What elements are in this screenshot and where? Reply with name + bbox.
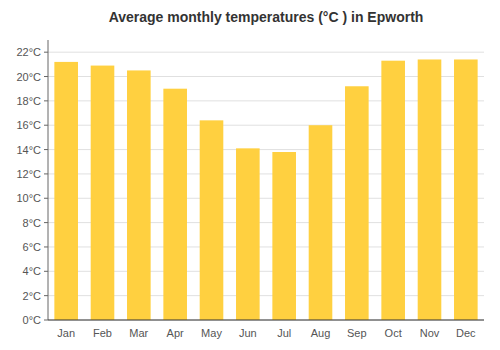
y-tick-label: 14°C [16,144,41,156]
y-tick [44,100,48,101]
chart: Average monthly temperatures (°C ) in Ep… [0,0,500,350]
y-tick-label: 4°C [23,265,42,277]
x-tick-label: Mar [129,327,148,339]
x-tick-label: Jun [239,327,257,339]
x-axis: Jan Feb Mar Apr May Jun Jul Aug Sep Oct Nov Dec [48,320,484,339]
bars [54,59,477,320]
y-tick [44,76,48,77]
y-tick [44,320,48,321]
y-tick [44,52,48,53]
bar [454,59,478,320]
x-tick-label: Sep [347,327,367,339]
x-tick-label: May [201,327,222,339]
y-axis-line [48,40,49,320]
y-tick-label: 20°C [16,71,41,83]
x-axis-line [48,320,484,321]
y-tick-label: 2°C [23,290,42,302]
bar [236,148,260,320]
bar [200,120,224,320]
x-tick-label: Nov [420,327,440,339]
x-tick-label: Feb [93,327,112,339]
bar [272,152,296,320]
y-tick [44,173,48,174]
x-tick-label: Oct [385,327,402,339]
bar [163,89,187,320]
y-tick-label: 22°C [16,46,41,58]
x-tick-label: Apr [167,327,184,339]
chart-container: Average monthly temperatures (°C ) in Ep… [0,0,500,350]
title: Average monthly temperatures (°C ) in Ep… [109,9,424,25]
y-tick-label: 0°C [23,314,42,326]
grid-line [48,52,484,53]
bar [418,59,442,320]
bar [127,70,151,320]
y-axis: 0°C 2°C 4°C 6°C 8°C 10°C 12°C 14°C 16°C 18°C 20°C 2… [16,40,48,326]
bar [381,61,405,320]
x-tick-label: Dec [456,327,476,339]
y-tick-label: 12°C [16,168,41,180]
y-tick-label: 18°C [16,95,41,107]
x-tick-label: Jan [57,327,75,339]
y-tick [44,295,48,296]
y-tick-label: 10°C [16,192,41,204]
y-tick [44,246,48,247]
y-tick [44,198,48,199]
bar [345,86,369,320]
grid-line [48,320,484,321]
grid [48,52,484,320]
y-tick [44,125,48,126]
x-tick-label: Aug [311,327,331,339]
y-tick-label: 8°C [23,217,42,229]
y-tick-label: 16°C [16,119,41,131]
y-tick [44,271,48,272]
bar [91,66,115,320]
y-tick-label: 6°C [23,241,42,253]
bar [309,125,333,320]
y-tick [44,149,48,150]
bar [54,62,78,320]
y-tick [44,222,48,223]
x-tick-label: Jul [277,327,291,339]
